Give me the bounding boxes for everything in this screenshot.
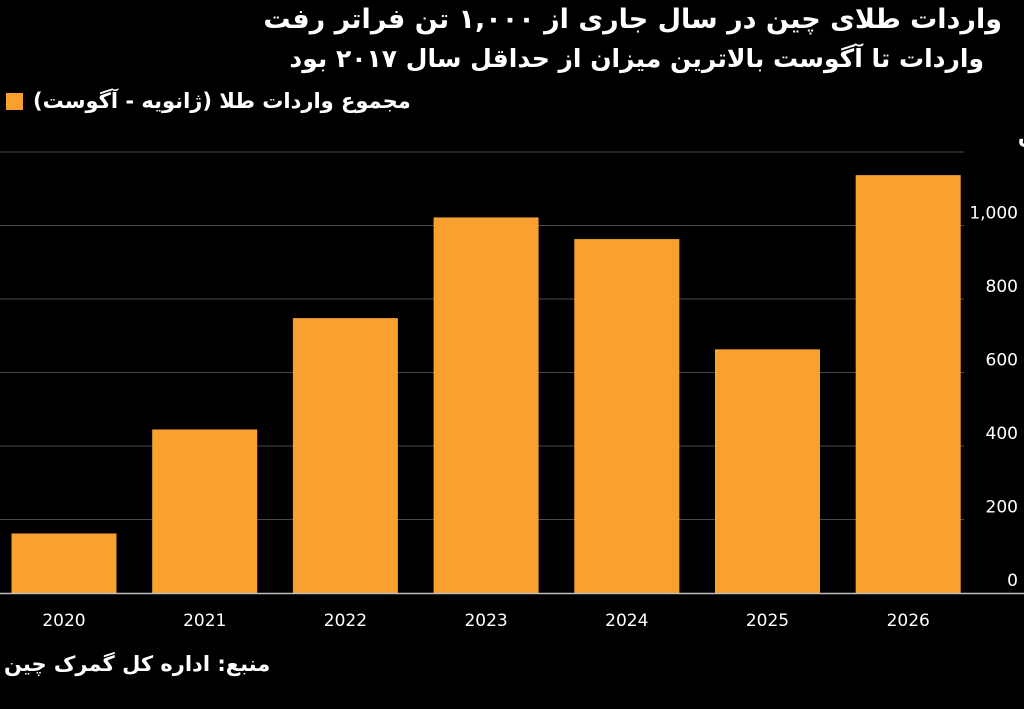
chart-subtitle: واردات تا آگوست بالاترین میزان از حداقل …	[289, 44, 984, 73]
x-tick-label: 2020	[42, 611, 85, 631]
y-tick-label: 0	[1007, 571, 1018, 591]
source-note: منبع: اداره کل گمرک چین	[4, 652, 271, 676]
x-tick-labels: 2020 2021 2022 2023 2024 2025 2026	[42, 611, 929, 631]
legend-label: مجموع واردات طلا (ژانویه - آگوست)	[33, 89, 411, 113]
bar-2021	[152, 429, 258, 593]
x-tick-label: 2025	[746, 611, 789, 631]
chart-title: واردات طلای چین در سال جاری از ۱,۰۰۰ تن …	[263, 4, 1002, 35]
legend-swatch	[6, 92, 23, 110]
bar-2020	[11, 533, 117, 593]
x-tick-label: 2026	[887, 611, 930, 631]
x-tick-label: 2022	[324, 611, 367, 631]
y-tick-labels: 0 200 400 600 800 1,000 ۱,۲۰۰ تن	[969, 123, 1024, 591]
bar-layer	[11, 175, 961, 594]
bar-2024	[574, 239, 680, 593]
x-tick-label: 2023	[464, 611, 507, 631]
bar-2025	[715, 349, 820, 593]
y-tick-label: 600	[986, 351, 1018, 371]
legend: مجموع واردات طلا (ژانویه - آگوست)	[6, 86, 411, 116]
bar-2023	[433, 217, 539, 594]
x-tick-label: 2021	[183, 611, 226, 631]
x-tick-label: 2024	[605, 611, 648, 631]
bar-2022	[292, 318, 398, 593]
y-tick-label: 800	[986, 277, 1018, 297]
y-tick-label: 200	[986, 498, 1018, 518]
y-tick-label: 1,000	[969, 204, 1018, 224]
y-tick-label: ۱,۲۰۰ تن	[1018, 123, 1024, 147]
bar-2026	[855, 175, 961, 593]
y-tick-label: 400	[986, 424, 1018, 444]
